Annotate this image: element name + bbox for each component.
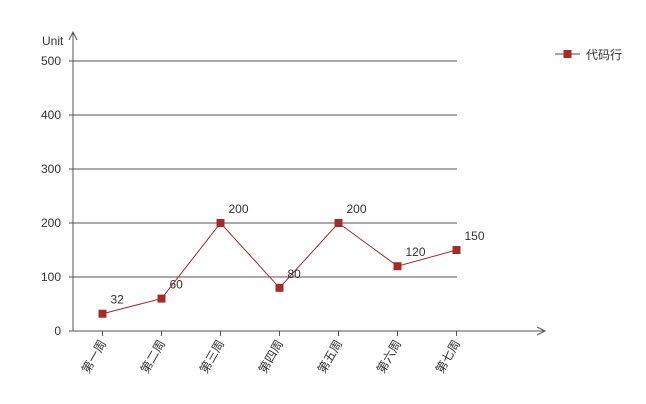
data-label: 80 [288, 267, 302, 281]
legend-marker [563, 50, 572, 58]
data-label: 120 [406, 245, 426, 259]
data-label: 200 [229, 202, 249, 216]
marker [452, 246, 461, 254]
x-tick-label: 第一周 [79, 338, 109, 376]
x-tick-label: 第六周 [374, 338, 404, 376]
data-label: 60 [170, 278, 184, 292]
y-tick-label: 300 [41, 162, 61, 176]
y-tick-label: 500 [41, 54, 61, 68]
marker [98, 309, 107, 318]
data-label: 150 [465, 229, 485, 243]
x-tick-label: 第五周 [315, 338, 345, 376]
y-tick-label: 400 [41, 108, 61, 122]
data-label: 200 [347, 202, 367, 216]
marker [393, 262, 402, 271]
x-tick-label: 第二周 [138, 338, 168, 376]
data-label: 32 [111, 293, 125, 307]
y-tick-label: 100 [41, 270, 61, 284]
x-tick-label: 第四周 [256, 338, 286, 376]
y-tick-label: 200 [41, 216, 61, 230]
x-axis-arrow [536, 326, 547, 336]
marker [275, 283, 284, 292]
marker [334, 219, 343, 227]
y-axis-arrow [68, 30, 78, 41]
y-tick-label: 0 [54, 324, 61, 338]
marker [216, 219, 225, 227]
marker [157, 294, 166, 303]
x-tick-label: 第三周 [197, 338, 227, 376]
x-tick-label: 第七周 [433, 338, 463, 376]
legend-label: 代码行 [586, 48, 622, 62]
line [102, 222, 457, 315]
y-axis-label: Unit [42, 34, 64, 48]
